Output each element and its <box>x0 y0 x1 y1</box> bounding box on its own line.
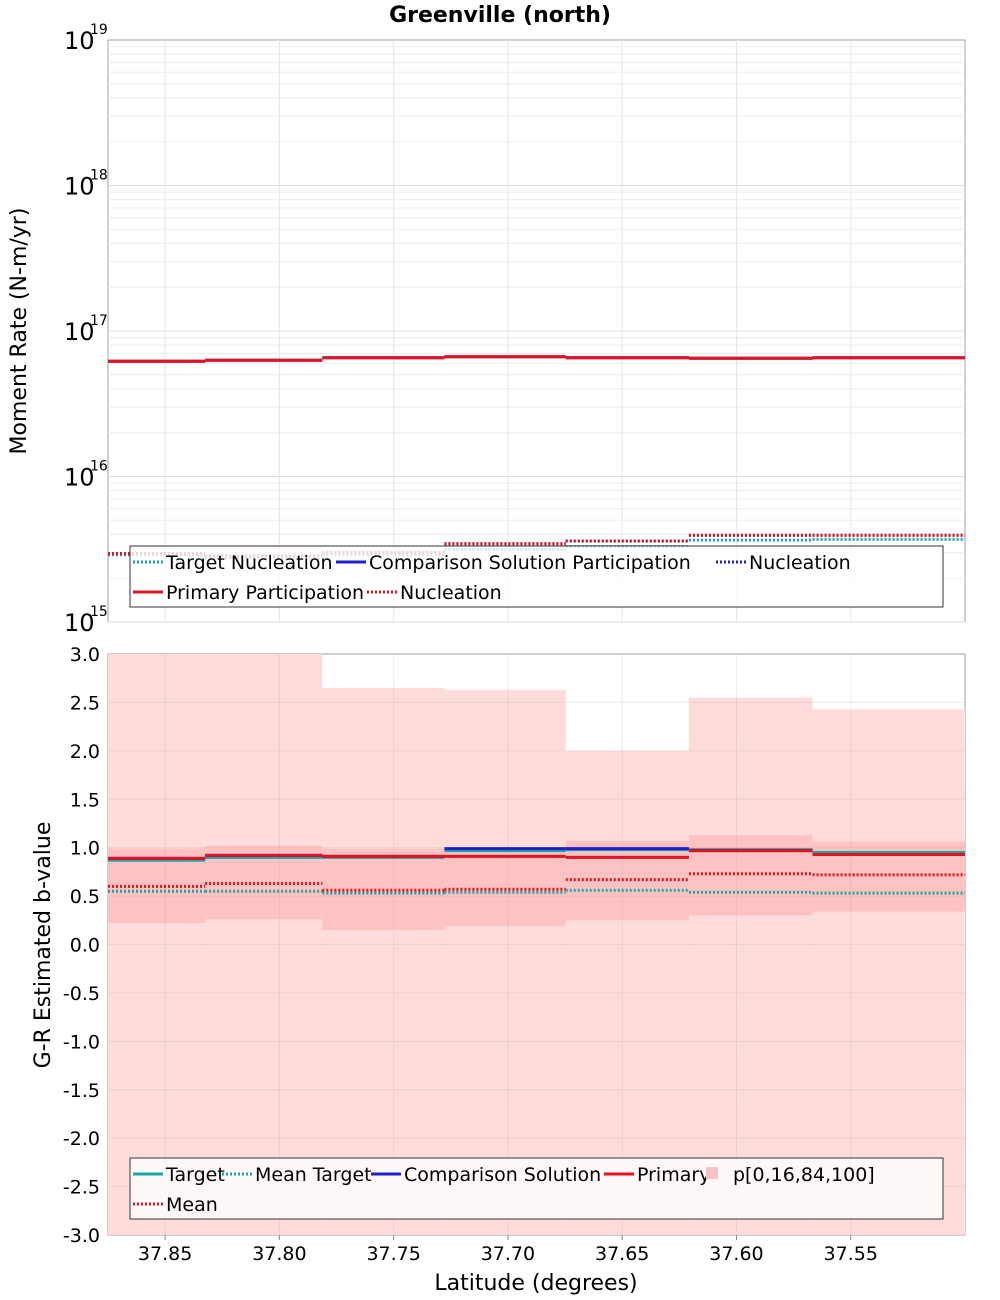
moment-rate-y-tick-exponent: 18 <box>90 168 108 184</box>
moment-rate-legend-target-nucleation-label: Target Nucleation <box>165 552 333 574</box>
b-value-x-ticks: 37.85 37.80 37.75 37.70 37.65 37.60 37.55 <box>138 1235 878 1265</box>
b-value-y-axis-label: G-R Estimated b-value <box>31 822 56 1069</box>
b-value-y-tick-label: -1.0 <box>63 1031 100 1053</box>
b-value-legend-p-0-16-84-100-swatch <box>706 1167 718 1179</box>
moment-rate-legend-box <box>129 545 944 608</box>
b-value-legend: Target Mean Target Comparison Solution Prim… <box>129 1157 944 1220</box>
moment-rate-y-axis-label: Moment Rate (N-m/yr) <box>7 208 32 455</box>
moment-rate-legend-nucleation-label: Nucleation <box>400 582 502 604</box>
b-value-legend-target-label: Target <box>165 1164 225 1186</box>
x-tick-label: 37.85 <box>138 1243 192 1265</box>
b-value-percentile-bands <box>108 654 965 1235</box>
moment-rate-y-tick-exponent: 19 <box>90 22 108 38</box>
x-tick-label: 37.60 <box>709 1243 763 1265</box>
moment-rate-y-tick-base: 10 <box>64 27 95 55</box>
b-value-y-ticks: -3.0 -2.5 -2.0 -1.5 -1.0 -0.5 0.0 0.5 1.0 1.5 2.0 2… <box>63 644 100 1247</box>
x-axis-label: Latitude (degrees) <box>434 1271 637 1296</box>
percentile-band-p0-p100 <box>565 750 689 1235</box>
percentile-band-p16-p84 <box>444 847 566 927</box>
moment-rate-y-tick-base: 10 <box>64 173 95 201</box>
moment-rate-legend-nucleation-label: Nucleation <box>749 552 851 574</box>
b-value-y-tick-label: -3.0 <box>63 1225 100 1247</box>
b-value-y-tick-label: -0.5 <box>63 983 100 1005</box>
b-value-y-tick-label: 0.0 <box>70 935 100 957</box>
x-tick-label: 37.65 <box>595 1243 649 1265</box>
b-value-legend-p-0-16-84-100-label: p[0,16,84,100] <box>733 1164 875 1186</box>
moment-rate-y-tick-exponent: 17 <box>90 313 108 329</box>
percentile-band-p0-p100 <box>688 697 813 1235</box>
b-value-y-tick-label: 0.5 <box>70 886 100 908</box>
b-value-series <box>108 847 965 895</box>
chart-title: Greenville (north) <box>389 3 611 28</box>
b-value-panel: -3.0 -2.5 -2.0 -1.5 -1.0 -0.5 0.0 0.5 1.0 1.5 2.0 2… <box>31 644 966 1265</box>
moment-rate-y-tick-exponent: 16 <box>90 459 108 475</box>
moment-rate-grid <box>108 40 965 623</box>
x-tick-label: 37.55 <box>824 1243 878 1265</box>
b-value-y-tick-label: -2.5 <box>63 1177 100 1199</box>
b-value-y-tick-label: 2.5 <box>70 692 100 714</box>
percentile-band-p0-p100 <box>812 709 965 1235</box>
moment-rate-legend-comparison-solution-participation-label: Comparison Solution Participation <box>369 552 691 574</box>
b-value-y-tick-label: 3.0 <box>70 644 100 666</box>
b-value-legend-mean-target-label: Mean Target <box>255 1164 372 1186</box>
x-tick-label: 37.80 <box>252 1243 306 1265</box>
moment-rate-legend-primary-participation-label: Primary Participation <box>166 582 364 604</box>
moment-rate-y-tick-base: 10 <box>64 464 95 492</box>
percentile-band-p0-p100 <box>205 654 323 1235</box>
percentile-band-p0-p100 <box>322 687 445 1235</box>
b-value-y-tick-label: 2.0 <box>70 741 100 763</box>
b-value-legend-primary-label: Primary <box>637 1164 710 1186</box>
moment-rate-y-tick-base: 10 <box>64 318 95 346</box>
b-value-legend-comparison-solution-label: Comparison Solution <box>404 1164 601 1186</box>
b-value-legend-box <box>129 1157 944 1220</box>
moment-rate-y-tick-base: 10 <box>64 609 95 637</box>
moment-rate-y-tick-exponent: 15 <box>90 604 108 620</box>
percentile-band-p0-p100 <box>444 689 566 1235</box>
x-tick-label: 37.70 <box>481 1243 535 1265</box>
b-value-y-tick-label: 1.5 <box>70 789 100 811</box>
b-value-y-tick-label: -1.5 <box>63 1080 100 1102</box>
b-value-legend-mean-label: Mean <box>166 1194 218 1216</box>
percentile-band-p0-p100 <box>108 654 206 1235</box>
b-value-y-tick-label: -2.0 <box>63 1128 100 1150</box>
moment-rate-legend: Target Nucleation Comparison Solution Par… <box>129 545 944 608</box>
x-tick-label: 37.75 <box>366 1243 420 1265</box>
b-value-y-tick-label: 1.0 <box>70 838 100 860</box>
